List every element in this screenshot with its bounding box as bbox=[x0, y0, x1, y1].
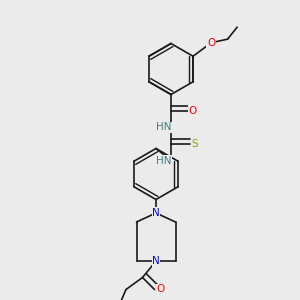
Text: N: N bbox=[152, 208, 160, 218]
Text: O: O bbox=[207, 38, 215, 48]
Text: O: O bbox=[189, 106, 197, 116]
Text: S: S bbox=[192, 139, 198, 149]
Text: N: N bbox=[152, 256, 160, 266]
Text: O: O bbox=[156, 284, 165, 295]
Text: HN: HN bbox=[156, 155, 171, 166]
Text: HN: HN bbox=[156, 122, 171, 133]
